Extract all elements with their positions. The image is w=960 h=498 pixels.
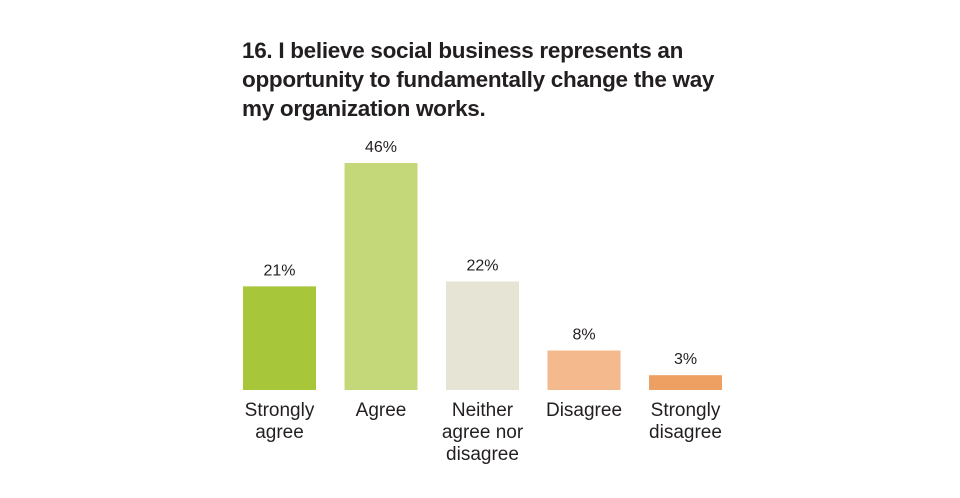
bar-0: [243, 286, 316, 390]
category-label-0-line-0: Strongly: [245, 400, 315, 421]
bar-2: [446, 281, 519, 390]
value-label-1: 46%: [365, 139, 397, 156]
category-label-2-line-1: agree nor: [442, 422, 524, 443]
category-label-4-line-0: Strongly: [651, 400, 721, 421]
category-label-4-line-1: disagree: [649, 422, 722, 443]
chart-title: 16. I believe social business represents…: [242, 38, 715, 121]
category-label-2-line-0: Neither: [452, 400, 514, 421]
bar-1: [344, 163, 418, 390]
category-label-1-line-0: Agree: [356, 400, 407, 421]
value-label-2: 22%: [466, 257, 498, 274]
category-label-3: Disagree: [546, 400, 622, 421]
value-label-3: 8%: [572, 327, 595, 344]
category-label-0-line-1: agree: [255, 422, 304, 443]
bar-3: [547, 350, 621, 390]
category-label-2-line-2: disagree: [446, 444, 519, 465]
value-label-4: 3%: [674, 351, 697, 368]
category-label-1: Agree: [356, 400, 407, 421]
category-label-3-line-0: Disagree: [546, 400, 622, 421]
value-label-0: 21%: [263, 262, 295, 279]
bar-4: [649, 375, 722, 390]
